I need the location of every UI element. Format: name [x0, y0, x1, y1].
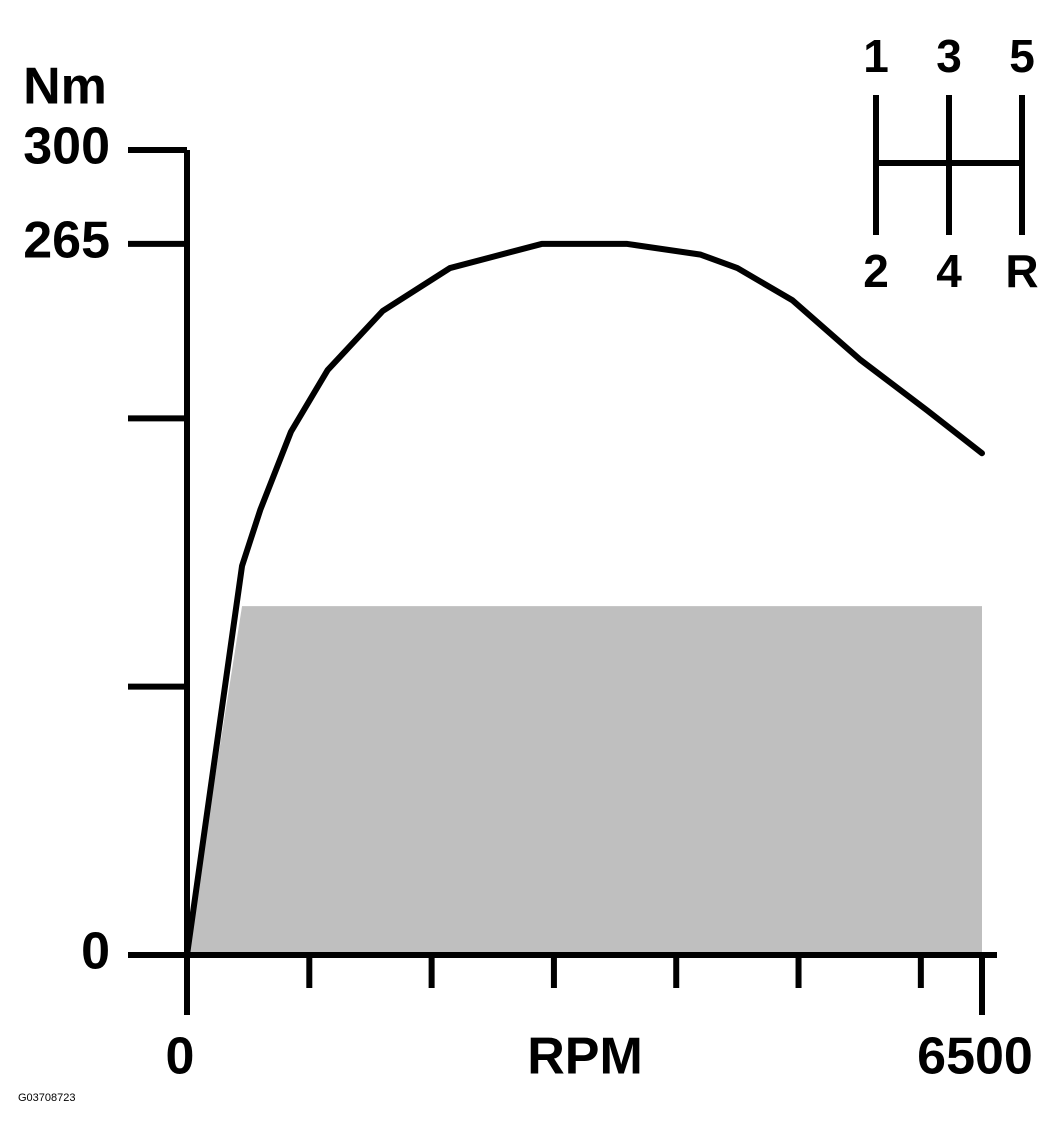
torque-curve [184, 240, 985, 958]
x-tick-label: 0 [166, 1028, 195, 1086]
gear-label: R [1005, 245, 1038, 297]
x-axis-label: RPM [527, 1028, 643, 1086]
y-tick-label: 0 [81, 923, 110, 981]
x-tick-label: 6500 [917, 1028, 1033, 1086]
shaded-area [187, 606, 982, 955]
gear-label: 5 [1009, 30, 1035, 82]
shift-pattern [873, 95, 1025, 235]
y-axis-label: Nm [23, 58, 107, 116]
y-tick-label: 265 [23, 212, 110, 270]
gear-label: 1 [863, 30, 889, 82]
y-tick-label: 300 [23, 118, 110, 176]
footer-code: G03708723 [18, 1092, 76, 1104]
gear-label: 2 [863, 245, 889, 297]
gear-label: 3 [936, 30, 962, 82]
gear-label: 4 [936, 245, 962, 297]
